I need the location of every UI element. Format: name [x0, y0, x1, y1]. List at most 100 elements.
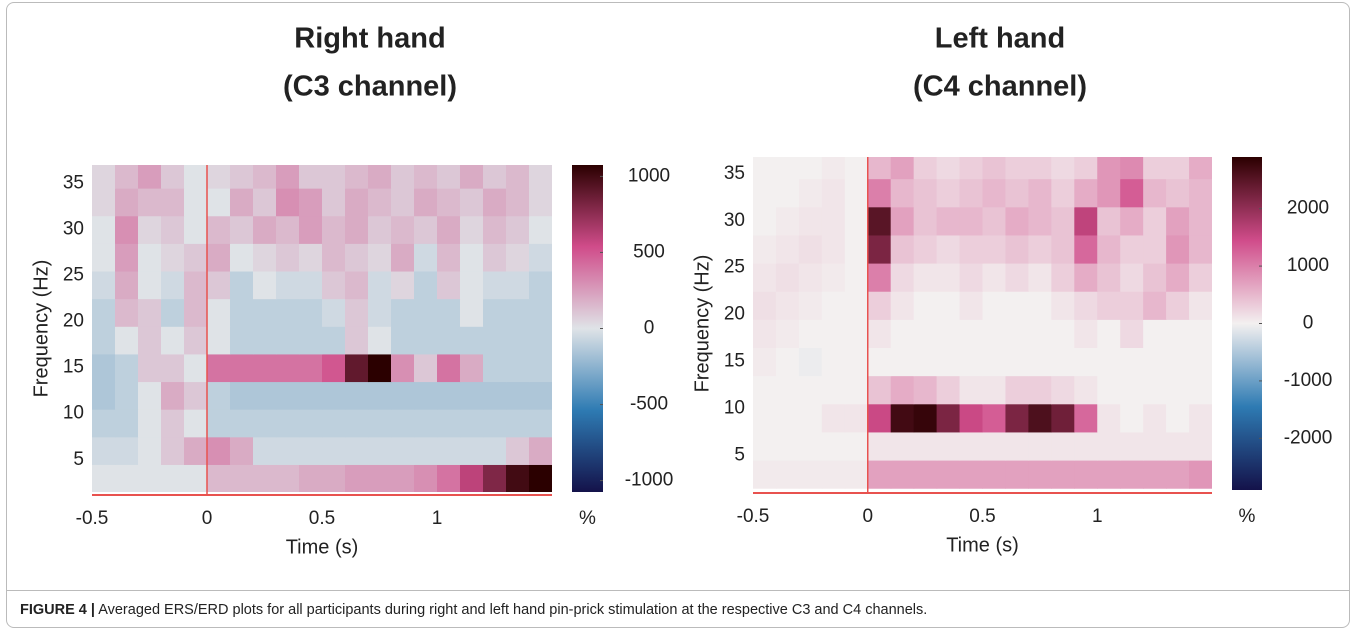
heatmap-cell [391, 381, 415, 410]
heatmap-cell [821, 375, 846, 405]
heatmap-cell [460, 326, 484, 355]
heatmap-cell [138, 298, 162, 327]
heatmap-cell [936, 431, 961, 461]
heatmap-cell [1097, 157, 1121, 180]
heatmap-cell [138, 243, 162, 272]
heatmap-cell [1051, 431, 1075, 461]
heatmap-cell [1051, 319, 1075, 349]
heatmap-cell [959, 291, 984, 320]
heatmap-cell [753, 291, 777, 320]
heatmap-cell [1189, 262, 1212, 292]
heatmap-cell [437, 188, 461, 217]
heatmap-cell [437, 298, 461, 327]
heatmap-cell [890, 403, 915, 433]
heatmap-cell [844, 157, 869, 180]
heatmap-cell [1097, 459, 1121, 489]
heatmap-cell [414, 243, 438, 272]
heatmap-cell [138, 215, 162, 244]
heatmap-cell [1097, 262, 1121, 292]
heatmap-cell [368, 381, 392, 410]
heatmap-cell [821, 206, 846, 236]
heatmap-cell [1143, 234, 1167, 264]
heatmap-cell [437, 436, 461, 465]
heatmap-cell [92, 409, 116, 438]
heatmap-cell [253, 353, 277, 383]
heatmap-cell [253, 381, 277, 410]
heatmap-cell [161, 436, 185, 465]
heatmap-cell [1120, 431, 1144, 461]
heatmap-cell [138, 464, 162, 492]
heatmap-cell [775, 291, 800, 320]
heatmap-cell [890, 319, 915, 349]
heatmap-cell [483, 188, 507, 217]
heatmap-cell [1005, 403, 1029, 433]
heatmap-cell [207, 165, 231, 189]
x-tick-label: 0 [862, 506, 873, 527]
heatmap-cell [1074, 431, 1098, 461]
heatmap-cell [1143, 178, 1167, 208]
heatmap-cell [161, 464, 185, 492]
heatmap-cell [1074, 291, 1098, 320]
heatmap-cell [1074, 459, 1098, 489]
heatmap-cell [437, 243, 461, 272]
heatmap-cell [1051, 375, 1075, 405]
heatmap-cell [207, 243, 231, 272]
heatmap-cell [161, 165, 185, 189]
heatmap-cell [138, 326, 162, 355]
heatmap-cell [867, 431, 892, 461]
heatmap-cell [890, 431, 915, 461]
heatmap-cell [368, 464, 392, 492]
heatmap-cell [391, 165, 415, 189]
heatmap-cell [529, 188, 552, 217]
heatmap-cell [1028, 403, 1052, 433]
heatmap-cell [460, 298, 484, 327]
heatmap-cell [115, 243, 139, 272]
heatmap-cell [959, 403, 984, 433]
heatmap-cell [936, 319, 961, 349]
heatmap-cell [391, 270, 415, 300]
heatmap-cell [1143, 206, 1167, 236]
heatmap-cell [368, 326, 392, 355]
heatmap-cell [844, 431, 869, 461]
heatmap-cell [276, 165, 300, 189]
heatmap-cell [1120, 375, 1144, 405]
heatmap-cell [798, 234, 823, 264]
heatmap-cell [483, 298, 507, 327]
heatmap-cell [936, 459, 961, 489]
heatmap-cell [322, 188, 346, 217]
heatmap-cell [299, 270, 323, 300]
heatmap-cell [368, 353, 392, 383]
heatmap [92, 165, 552, 492]
heatmap-cell [115, 464, 139, 492]
heatmap-cell [1166, 234, 1190, 264]
heatmap-cell [230, 353, 254, 383]
y-tick-label: 10 [724, 397, 745, 418]
heatmap-cell [253, 270, 277, 300]
colorbar [1232, 157, 1262, 490]
heatmap-cell [391, 215, 415, 244]
heatmap-cell [798, 403, 823, 433]
heatmap-cell [92, 270, 116, 300]
heatmap-cell [138, 165, 162, 189]
heatmap-cell [161, 409, 185, 438]
heatmap-cell [936, 234, 961, 264]
heatmap-cell [483, 215, 507, 244]
heatmap-cell [115, 409, 139, 438]
heatmap-cell [1189, 319, 1212, 349]
heatmap-cell [1074, 178, 1098, 208]
heatmap-cell [982, 291, 1007, 320]
heatmap-cell [322, 381, 346, 410]
heatmap-cell [1051, 206, 1075, 236]
heatmap-cell [959, 206, 984, 236]
x-tick-label: -0.5 [76, 508, 109, 529]
heatmap-cell [253, 409, 277, 438]
y-tick-label: 5 [73, 449, 84, 470]
heatmap-cell [844, 459, 869, 489]
heatmap-cell [184, 353, 208, 383]
heatmap-cell [867, 206, 892, 236]
heatmap-cell [1097, 403, 1121, 433]
heatmap-cell [161, 353, 185, 383]
heatmap-cell [345, 436, 369, 465]
heatmap-cell [1189, 234, 1212, 264]
heatmap-cell [1120, 157, 1144, 180]
